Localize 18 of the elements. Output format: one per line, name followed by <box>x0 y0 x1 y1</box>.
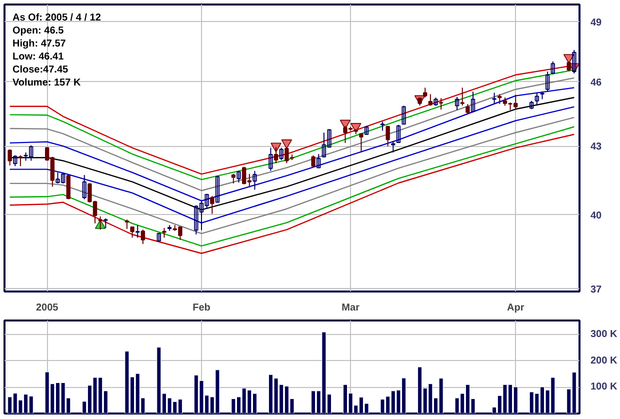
annotation: Open: 46.5 <box>12 26 64 36</box>
x-tick-label: Apr <box>507 302 524 314</box>
annotation: Close:47.45 <box>12 64 69 76</box>
y-tick-label: 46 <box>590 77 602 88</box>
annotation: High: 47.57 <box>12 38 66 50</box>
x-tick-label: 2005 <box>36 302 59 314</box>
annotation: Volume: 157 K <box>12 78 82 88</box>
annotation: Low: 46.41 <box>12 52 64 62</box>
y-tick-label: 300 K <box>590 329 618 340</box>
y-tick-label: 40 <box>590 210 602 222</box>
annotation: As Of: 2005 / 4 / 12 <box>12 12 102 24</box>
y-tick-label: 37 <box>590 284 602 296</box>
x-tick-label: Feb <box>192 302 210 314</box>
y-tick-label: 49 <box>590 17 602 28</box>
x-tick-label: Mar <box>342 302 360 314</box>
y-tick-label: 43 <box>590 142 602 153</box>
y-tick-label: 100 K <box>590 382 618 393</box>
y-tick-label: 200 K <box>590 355 618 366</box>
